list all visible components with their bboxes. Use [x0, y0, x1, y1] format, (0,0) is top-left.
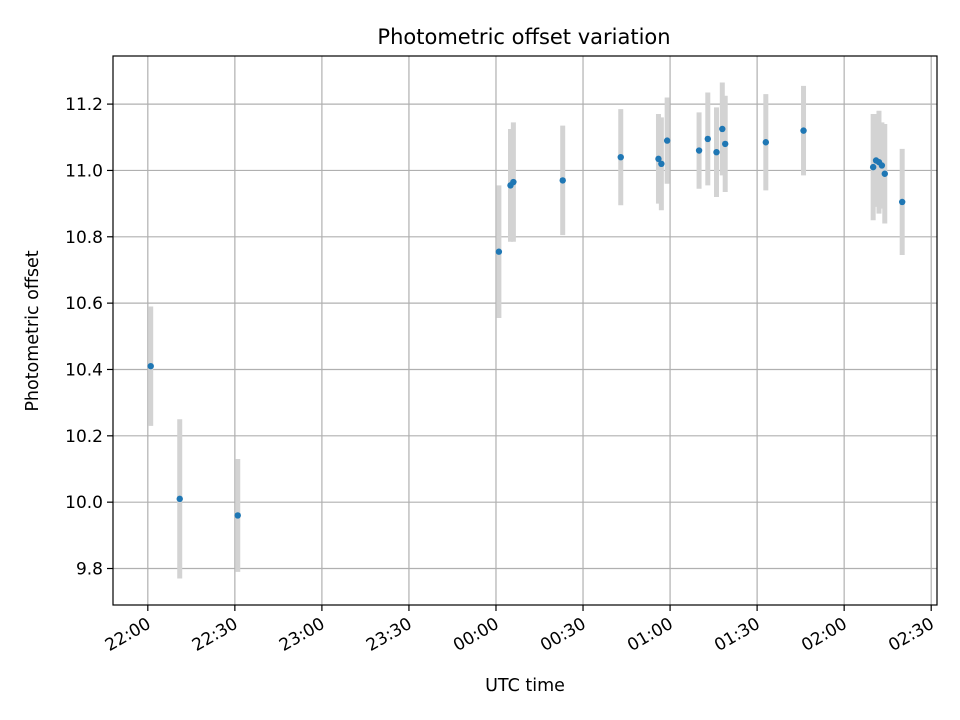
y-tick-label: 10.6 — [65, 294, 103, 314]
error-bars — [148, 82, 905, 579]
x-axis-title: UTC time — [485, 676, 565, 696]
axis-ticks: 9.8 10.0 10.2 10.4 10.6 10.8 11.0 11.2 22:00 22:3… — [65, 95, 938, 656]
data-point — [510, 178, 517, 186]
y-tick-label: 11.2 — [65, 95, 103, 115]
y-tick-label: 10.4 — [65, 360, 103, 380]
x-tick-label: 22:00 — [102, 614, 154, 656]
data-point — [147, 362, 154, 370]
data-point — [559, 177, 566, 184]
data-point — [658, 160, 665, 168]
data-point — [495, 248, 503, 255]
data-point — [704, 135, 711, 143]
data-point — [234, 512, 241, 519]
plot-frame — [112, 55, 938, 606]
x-tick-label: 01:30 — [711, 614, 763, 656]
chart-title: Photometric offset variation — [377, 25, 670, 49]
y-tick-label: 11.0 — [65, 161, 103, 181]
y-tick-label: 9.8 — [76, 560, 103, 580]
data-point — [800, 127, 807, 134]
x-tick-label: 02:30 — [885, 614, 937, 656]
grid-lines — [113, 56, 937, 605]
y-tick-label: 10.2 — [65, 427, 103, 447]
data-points — [147, 125, 906, 519]
y-axis-title: Photometric offset — [23, 250, 43, 411]
y-tick-label: 10.8 — [65, 228, 103, 248]
data-point — [713, 148, 720, 156]
data-point — [881, 170, 888, 177]
data-point — [176, 495, 183, 503]
x-tick-label: 00:30 — [537, 614, 589, 656]
data-point — [898, 198, 906, 206]
data-point — [695, 147, 703, 154]
x-tick-label: 01:00 — [624, 614, 676, 656]
data-point — [721, 140, 729, 148]
data-point — [719, 125, 726, 133]
data-point — [878, 162, 886, 169]
x-tick-label: 23:00 — [276, 614, 328, 656]
x-tick-label: 00:00 — [450, 614, 502, 656]
data-point — [655, 155, 662, 163]
x-tick-label: 22:30 — [189, 614, 241, 656]
x-tick-label: 02:00 — [798, 614, 850, 656]
data-point — [762, 139, 770, 146]
data-point — [663, 137, 671, 144]
data-point — [617, 153, 624, 161]
y-tick-label: 10.0 — [65, 493, 103, 513]
data-point — [869, 163, 877, 171]
x-tick-label: 23:30 — [363, 614, 415, 656]
